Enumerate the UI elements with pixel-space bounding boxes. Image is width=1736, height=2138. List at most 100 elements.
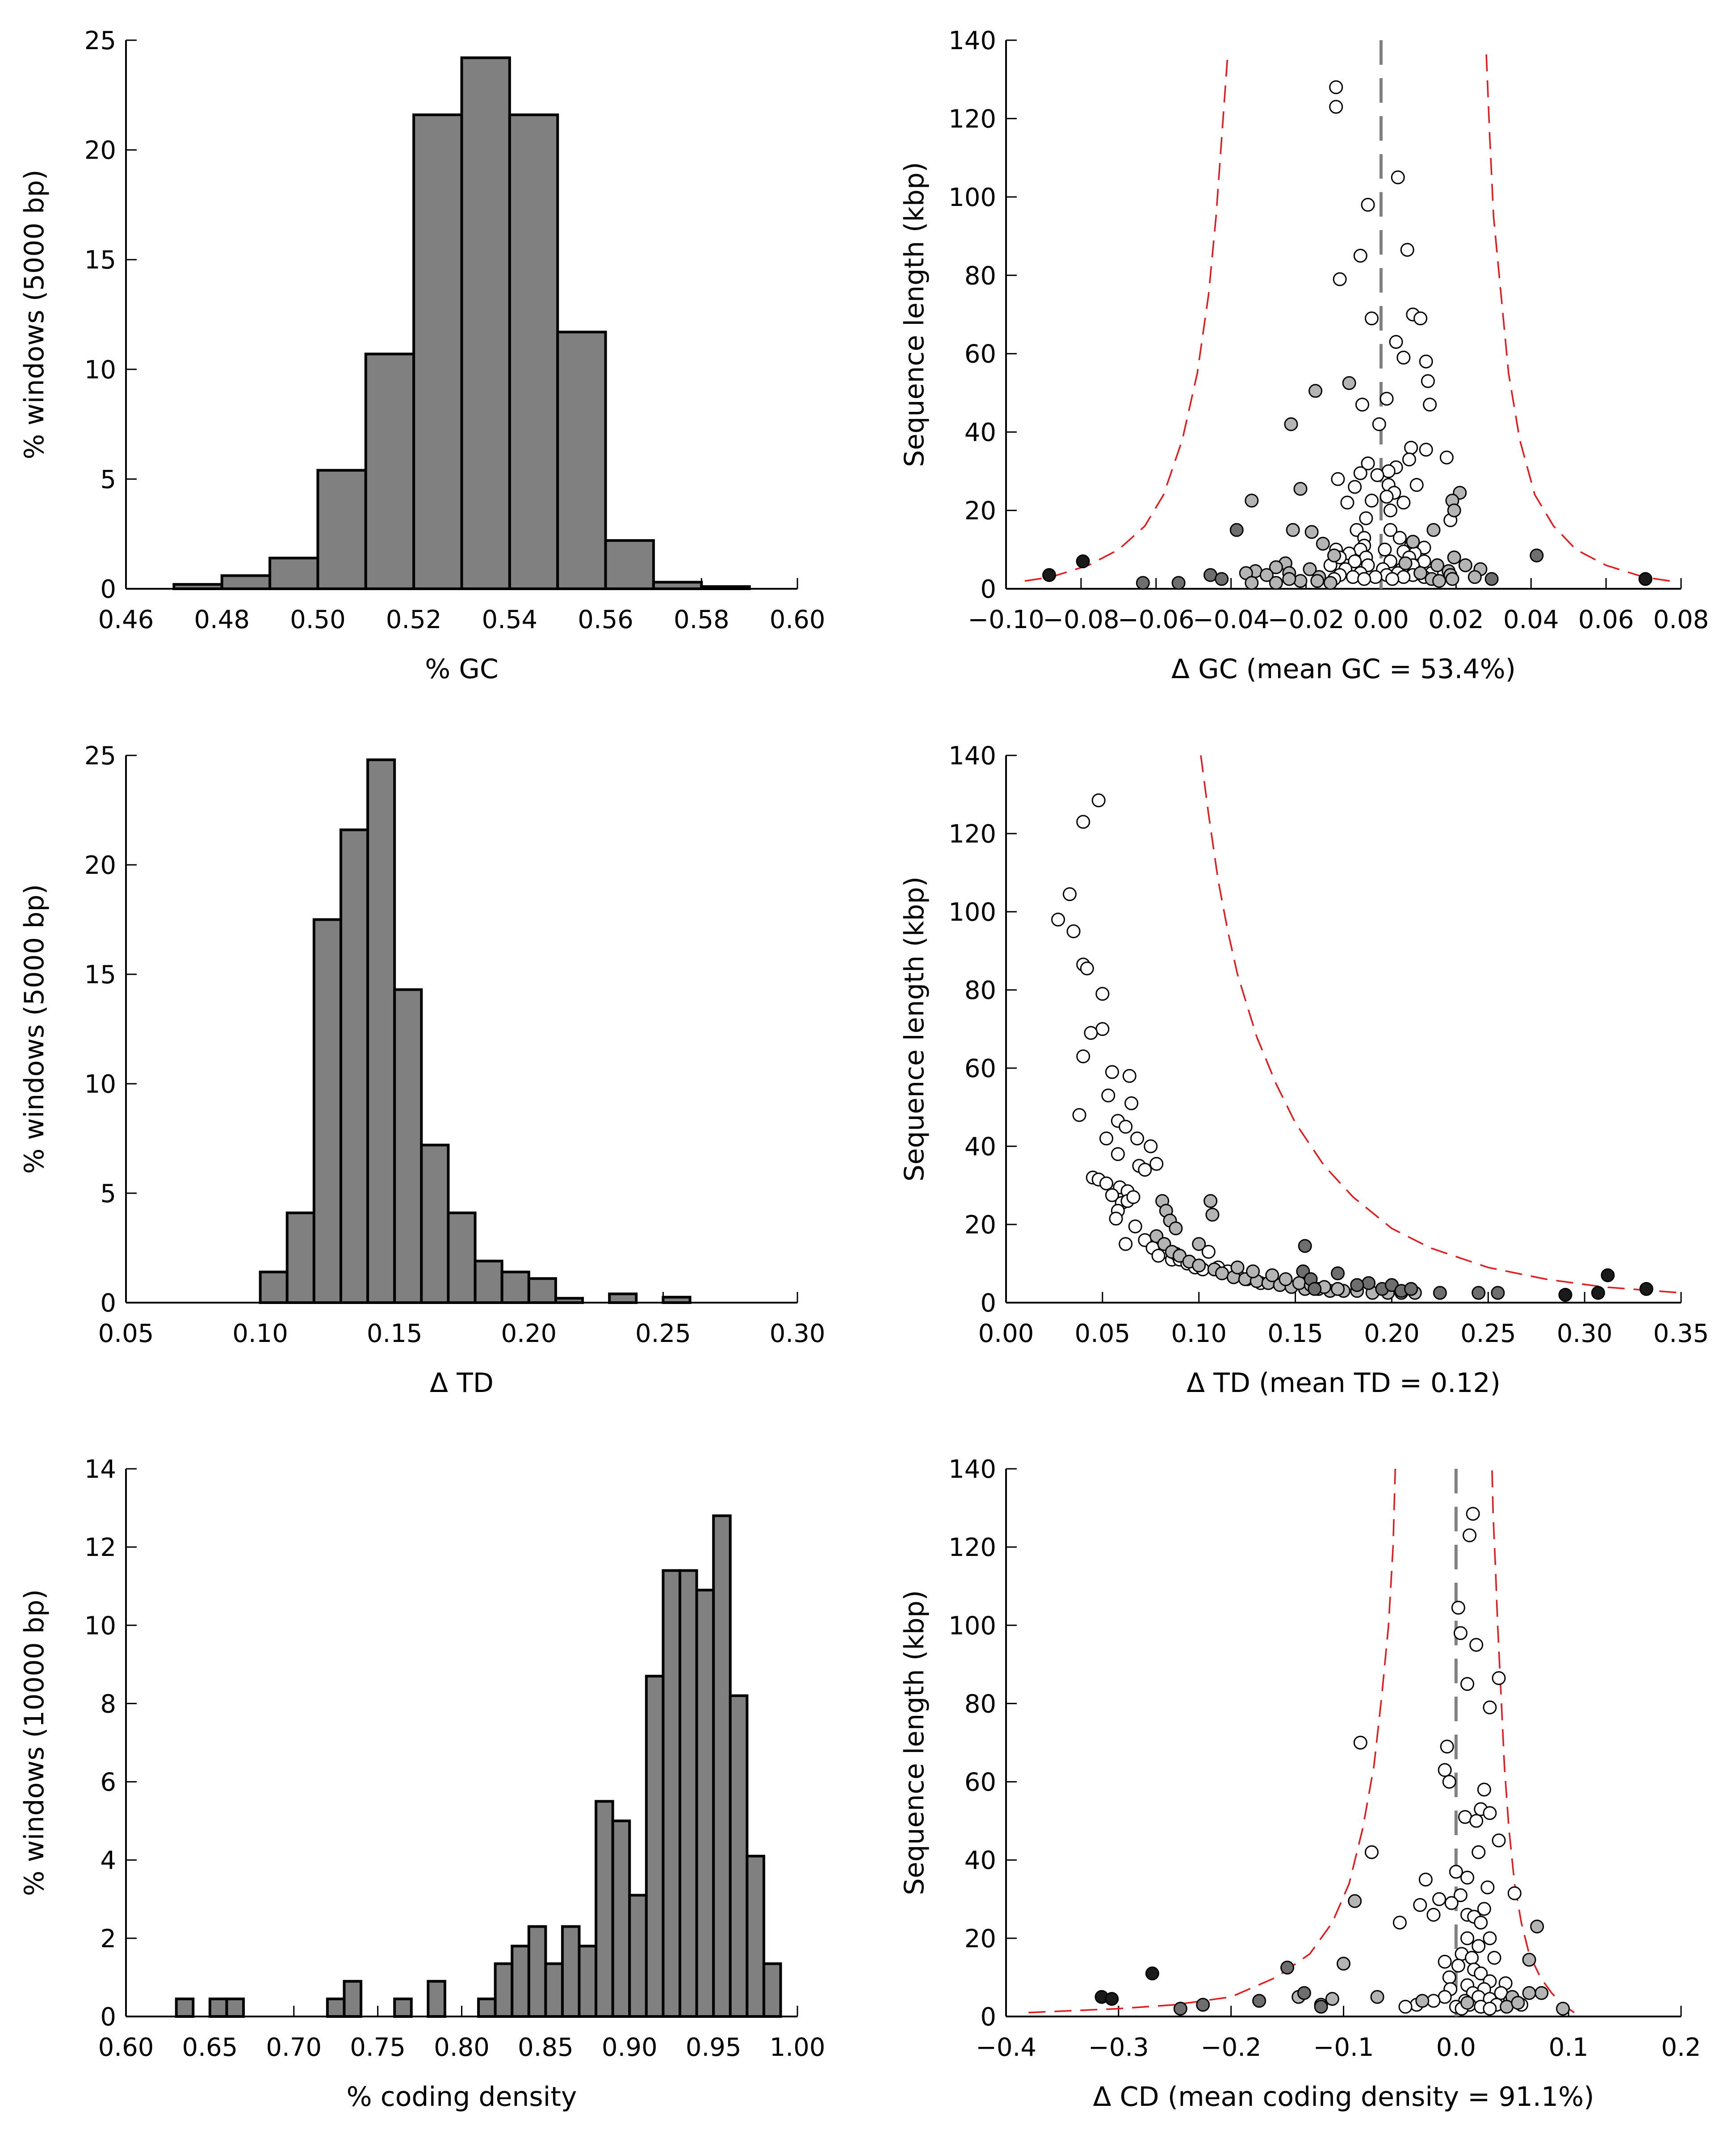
- panel-cd-histogram: 0.60 0.65 0.70 0.75 0.80 0.85 0.90 0.95 1.00 0 2 4 6…: [19, 1455, 825, 2113]
- x-tick-label: 0.15: [1267, 1319, 1323, 1348]
- marker-white: [1480, 1880, 1495, 1895]
- marker-white: [1472, 1939, 1486, 1953]
- y-tick-label: 80: [964, 976, 996, 1005]
- panel-gc-histogram: 0.46 0.48 0.50 0.52 0.54 0.56 0.58 0.60 0 5 10 15 20…: [19, 26, 825, 685]
- marker-white: [1101, 1088, 1115, 1103]
- panel-td-histogram: 0.05 0.10 0.15 0.20 0.25 0.30 0 5 10 15 20 25 Δ TD % …: [19, 742, 825, 1399]
- marker-white: [1453, 1626, 1468, 1640]
- marker-dark-gray: [1173, 2001, 1187, 2016]
- histogram-bar: [285, 1212, 315, 1304]
- marker-white: [1144, 1139, 1158, 1153]
- marker-white: [1438, 1954, 1452, 1969]
- threshold-curve: [1491, 1468, 1575, 2013]
- y-tick-label: 10: [84, 356, 116, 385]
- marker-white: [1105, 1065, 1119, 1079]
- y-tick-label: 0: [100, 2003, 116, 2032]
- marker-white: [1463, 1528, 1477, 1543]
- x-tick-label: 0.65: [182, 2033, 238, 2062]
- histogram-bar: [343, 1980, 363, 2018]
- marker-dark-gray: [1229, 523, 1244, 537]
- marker-light-gray: [1245, 494, 1259, 508]
- marker-black: [1105, 1992, 1119, 2006]
- x-axis-label: % GC: [425, 654, 498, 685]
- x-tick-label: 0.00: [1353, 605, 1409, 634]
- marker-light-gray: [1337, 1957, 1350, 1971]
- marker-white: [1383, 503, 1397, 518]
- histogram-bar: [364, 352, 415, 590]
- y-tick-label: 80: [964, 1689, 996, 1719]
- panel-td-scatter: 0.00 0.05 0.10 0.15 0.20 0.25 0.30 0.35 0 20 40 60 8…: [899, 742, 1709, 1399]
- x-tick-label: 0.30: [1557, 1319, 1613, 1348]
- histogram-bar: [500, 1270, 530, 1304]
- y-tick-label: 12: [84, 1533, 116, 1562]
- histogram-bar: [746, 1854, 765, 2018]
- x-tick-label: 0.1: [1549, 2033, 1589, 2062]
- histogram-bar: [494, 1962, 514, 2018]
- histogram-bar: [712, 1514, 732, 2018]
- histogram-bar: [645, 1675, 665, 2018]
- marker-light-gray: [1169, 1221, 1183, 1236]
- marker-white: [1402, 453, 1416, 467]
- y-tick-label: 140: [948, 742, 996, 771]
- marker-white: [1128, 1219, 1142, 1233]
- marker-white: [1392, 531, 1407, 545]
- marker-white: [1095, 1022, 1110, 1036]
- x-tick-label: 0.56: [578, 605, 633, 634]
- marker-light-gray: [1415, 1994, 1430, 2008]
- marker-white: [1051, 913, 1065, 926]
- marker-light-gray: [1259, 568, 1274, 582]
- marker-dark-gray: [1171, 576, 1186, 590]
- histogram-bar: [729, 1694, 749, 2018]
- histogram-bar: [527, 1925, 547, 2018]
- marker-white: [1368, 570, 1383, 584]
- histogram-bar: [762, 1962, 782, 2018]
- marker-dark-gray: [1136, 576, 1150, 590]
- x-tick-label: 0.46: [98, 605, 154, 634]
- marker-light-gray: [1245, 576, 1259, 590]
- x-tick-label: 0.58: [674, 605, 730, 634]
- marker-white: [1492, 1671, 1506, 1685]
- x-tick-label: 0.50: [290, 605, 346, 634]
- histogram-bar: [508, 113, 559, 590]
- marker-light-gray: [1348, 1894, 1362, 1908]
- marker-light-gray: [1398, 556, 1413, 570]
- marker-light-gray: [1511, 1995, 1525, 2010]
- marker-white: [1460, 1677, 1475, 1691]
- x-tick-label: 0.20: [501, 1319, 557, 1348]
- y-tick-label: 25: [84, 742, 116, 771]
- marker-dark-gray: [1350, 1278, 1364, 1292]
- marker-white: [1474, 1966, 1488, 1981]
- marker-white: [1124, 1096, 1139, 1111]
- histogram-bar: [678, 1569, 698, 2018]
- marker-light-gray: [1445, 572, 1459, 586]
- y-axis-label: % windows (10000 bp): [19, 1589, 50, 1896]
- x-tick-label: 0.70: [266, 2033, 322, 2062]
- marker-white: [1111, 1147, 1125, 1161]
- marker-white: [1331, 472, 1345, 486]
- histogram-bar: [447, 1212, 477, 1304]
- marker-white: [1421, 374, 1435, 388]
- x-tick-label: 0.00: [978, 1319, 1034, 1348]
- x-tick-label: −0.08: [1043, 605, 1120, 634]
- x-tick-label: −0.4: [976, 2033, 1036, 2062]
- y-tick-label: 20: [84, 136, 116, 165]
- marker-white: [1072, 1108, 1086, 1122]
- histogram-bar: [326, 1997, 346, 2018]
- marker-white: [1460, 1931, 1475, 1945]
- x-tick-label: −0.10: [968, 605, 1044, 634]
- histogram-bar: [460, 56, 511, 590]
- x-tick-label: 0.90: [602, 2033, 658, 2062]
- marker-light-gray: [1246, 1264, 1260, 1279]
- histogram-bar: [172, 583, 223, 591]
- marker-white: [1413, 311, 1428, 326]
- x-tick-label: 0.05: [1075, 1319, 1131, 1348]
- histogram-bar: [427, 1980, 446, 2018]
- marker-dark-gray: [1331, 1266, 1345, 1280]
- marker-white: [1442, 1775, 1456, 1789]
- marker-white: [1119, 1237, 1133, 1251]
- x-tick-label: 0.48: [194, 605, 250, 634]
- x-tick-label: 0.20: [1364, 1319, 1420, 1348]
- y-tick-label: 10: [84, 1611, 116, 1640]
- marker-white: [1364, 311, 1379, 326]
- marker-white: [1392, 1916, 1407, 1930]
